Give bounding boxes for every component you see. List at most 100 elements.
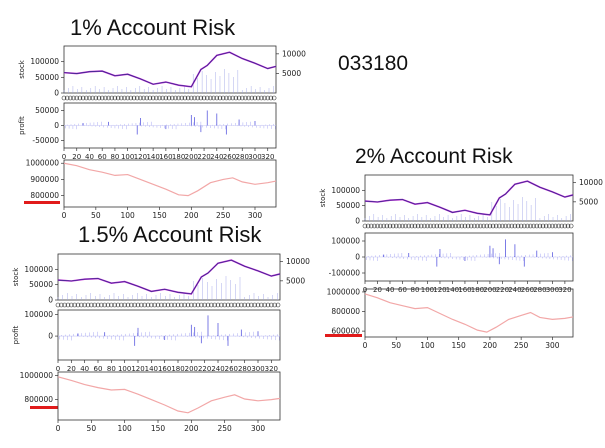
g2-profit-y-tick-label-0: -100000	[329, 269, 361, 278]
g2-stock-xtick-mark-110	[431, 223, 437, 229]
g1-equity-x-tick-label-1: 50	[87, 424, 97, 433]
g1-stock-xtick-mark-305	[259, 302, 264, 308]
g1-profit-x-tick-label-16: 320	[265, 365, 278, 373]
g0-stock-xtick-mark-55	[96, 95, 102, 101]
g1-stock-xtick-mark-150	[155, 302, 161, 308]
title-1-5pct: 1.5% Account Risk	[78, 222, 262, 247]
g1-stock-xtick-mark-35	[79, 302, 84, 308]
g2-stock-xtick-mark-300	[550, 223, 555, 229]
g0-stock-xtick-mark-75	[109, 95, 115, 101]
g0-profit-x-tick-label-1: 20	[72, 153, 81, 161]
g2-stock-xtick-mark-5	[365, 223, 371, 229]
g2-stock-xtick-mark-135	[447, 223, 452, 229]
g0-stock-xtick-mark-235	[211, 95, 216, 101]
g0-stock-xtick-mark-140	[150, 95, 156, 101]
g1-equity-x-tick-label-6: 300	[251, 424, 266, 433]
g2-stock-ylabel: stock	[319, 188, 327, 208]
g2-stock-frame	[364, 174, 574, 222]
g0-stock-xtick-mark-45	[90, 95, 95, 101]
g2-equity-x-tick-label-1: 50	[391, 341, 401, 350]
g2-profit-x-tick-label-4: 80	[411, 286, 420, 294]
g2-stock-xtick-mark-205	[490, 223, 496, 229]
g1-equity-y-tick-label-0: 800000	[24, 395, 53, 404]
g2-profit-x-tick-label-8: 160	[458, 286, 471, 294]
g1-profit-x-tick-label-10: 200	[185, 365, 198, 373]
g2-stock-xtick-mark-170	[468, 223, 474, 229]
g0-stock-xtick-mark-40	[87, 95, 92, 101]
g0-stock-xtick-mark-260	[227, 95, 232, 101]
code-label: 033180	[338, 52, 409, 75]
g1-stock-xtick-mark-105	[125, 302, 131, 308]
g2-stock-xtick-mark-290	[543, 223, 549, 229]
g0-stock-xtick-mark-15	[71, 95, 76, 101]
g2-profit-x-tick-label-14: 280	[533, 286, 546, 294]
g1-stock-y-tick-label-2: 100000	[24, 265, 53, 274]
g0-stock-xtick-mark-265	[230, 95, 236, 101]
g1-stock-xtick-mark-85	[112, 302, 117, 308]
g1-stock-xtick-mark-10	[62, 302, 67, 308]
g0-stock-xtick-mark-70	[106, 95, 111, 101]
g1-stock-xtick-mark-45	[85, 302, 91, 308]
g0-profit-x-tick-label-0: 0	[62, 153, 66, 161]
g0-stock-xtick-mark-230	[208, 95, 213, 101]
g2-stock-xtick-mark-180	[475, 223, 480, 229]
g2-stock-xtick-mark-145	[453, 223, 458, 229]
g1-stock-xtick-mark-245	[219, 302, 224, 308]
g0-equity-x-tick-label-5: 250	[216, 211, 231, 220]
g1-stock-xtick-mark-80	[109, 302, 114, 308]
g2-stock-xtick-mark-195	[484, 223, 490, 229]
g2-stock-xtick-mark-325	[565, 223, 571, 229]
g0-equity-x-tick-label-6: 300	[248, 211, 263, 220]
g0-profit-x-tick-label-5: 100	[121, 153, 134, 161]
g1-profit-y-tick-label-0: 0	[48, 332, 53, 341]
g2-stock-xtick-mark-275	[534, 223, 540, 229]
g1-profit-frame	[57, 309, 281, 361]
g0-stock-xtick-mark-35	[83, 95, 89, 101]
g2-stock-xtick-mark-140	[450, 223, 455, 229]
g0-stock-xtick-mark-110	[131, 95, 137, 101]
g1-stock-xtick-mark-120	[135, 302, 141, 308]
g2-stock-xtick-mark-0	[362, 223, 368, 229]
g0-stock-xtick-mark-25	[77, 95, 83, 101]
g2-stock-xtick-mark-100	[425, 223, 430, 229]
g1-stock-xtick-mark-255	[225, 302, 231, 308]
g1-stock-xtick-mark-160	[162, 302, 167, 308]
g0-stock-y-tick-label-2: 100000	[30, 57, 59, 66]
g0-stock-xtick-mark-30	[80, 95, 86, 101]
g0-stock-xtick-mark-90	[118, 95, 124, 101]
g0-profit-x-tick-label-10: 200	[185, 153, 198, 161]
g0-stock-xtick-mark-165	[166, 95, 172, 101]
g1-profit-x-tick-label-1: 20	[67, 365, 76, 373]
g0-stock-xtick-mark-5	[64, 95, 70, 101]
g1-stock-xtick-mark-155	[159, 302, 164, 308]
g1-stock-xtick-mark-205	[192, 302, 197, 308]
g0-stock-xtick-mark-315	[262, 95, 267, 101]
g2-stock-line-overlay	[364, 180, 574, 216]
g0-profit-x-tick-label-7: 140	[146, 153, 159, 161]
g1-stock-xtick-mark-260	[229, 302, 234, 308]
g1-stock-xtick-mark-285	[245, 302, 251, 308]
g1-equity-x-tick-label-0: 0	[56, 424, 61, 433]
g0-equity-x-tick-label-3: 150	[152, 211, 167, 220]
g1-stock-xtick-mark-240	[215, 302, 221, 308]
g2-stock-xtick-mark-320	[562, 223, 568, 229]
g2-stock-xtick-mark-25	[378, 223, 383, 229]
g0-stock-xtick-mark-250	[220, 95, 226, 101]
g2-stock-xtick-mark-185	[478, 223, 483, 229]
g2-stock-xtick-mark-35	[384, 223, 390, 229]
g0-stock-xtick-mark-225	[204, 95, 210, 101]
g2-profit-x-tick-label-12: 240	[508, 286, 521, 294]
g1-stock-xtick-mark-40	[82, 302, 87, 308]
g1-profit-x-tick-label-4: 80	[107, 365, 116, 373]
g1-profit-x-tick-label-3: 60	[94, 365, 103, 373]
g2-stock-xtick-mark-240	[512, 223, 518, 229]
g1-stock-xtick-mark-145	[152, 302, 157, 308]
g2-stock-xtick-mark-160	[462, 223, 468, 229]
g0-profit-x-tick-label-12: 240	[210, 153, 223, 161]
g0-profit-x-tick-label-16: 320	[261, 153, 274, 161]
g2-stock-xtick-mark-120	[437, 223, 443, 229]
g1-stock-xtick-mark-130	[142, 302, 147, 308]
g1-stock-xtick-mark-290	[249, 302, 254, 308]
g0-stock-xtick-mark-280	[239, 95, 245, 101]
g1-stock-xtick-mark-325	[272, 302, 277, 308]
